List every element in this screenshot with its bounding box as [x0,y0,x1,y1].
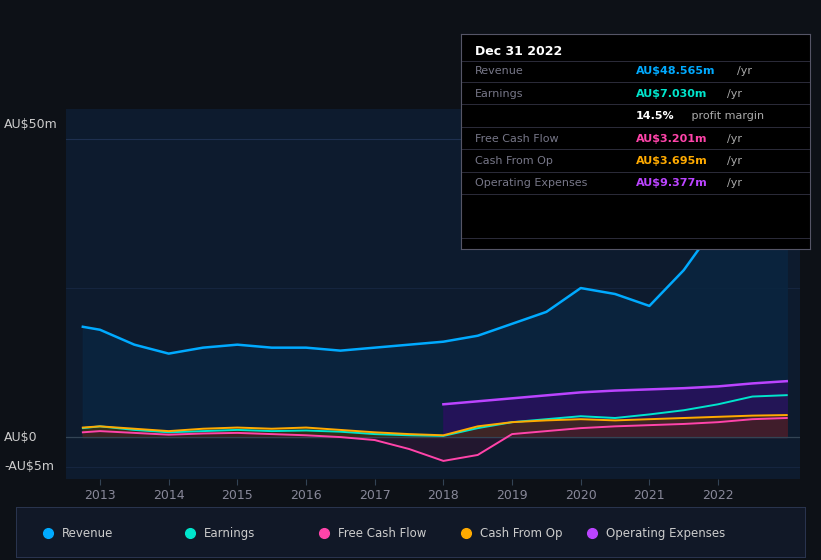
Text: Earnings: Earnings [204,526,255,539]
Text: /yr: /yr [727,179,742,189]
Text: /yr: /yr [727,89,742,99]
Text: Revenue: Revenue [475,66,524,76]
Text: Operating Expenses: Operating Expenses [606,526,725,539]
Text: /yr: /yr [737,66,752,76]
Text: AU$3.201m: AU$3.201m [636,134,708,144]
Text: AU$9.377m: AU$9.377m [636,179,708,189]
Text: Free Cash Flow: Free Cash Flow [475,134,559,144]
Text: Dec 31 2022: Dec 31 2022 [475,45,562,58]
Text: AU$0: AU$0 [4,431,38,444]
Text: profit margin: profit margin [688,110,764,120]
Text: -AU$5m: -AU$5m [4,460,54,473]
Text: Earnings: Earnings [475,89,524,99]
Text: AU$7.030m: AU$7.030m [636,89,707,99]
Text: AU$48.565m: AU$48.565m [636,66,715,76]
Text: Revenue: Revenue [62,526,113,539]
Text: /yr: /yr [727,134,742,144]
Text: AU$50m: AU$50m [4,118,57,130]
Text: Operating Expenses: Operating Expenses [475,179,588,189]
Text: 14.5%: 14.5% [636,110,675,120]
Text: /yr: /yr [727,156,742,166]
Text: Cash From Op: Cash From Op [479,526,562,539]
Text: AU$3.695m: AU$3.695m [636,156,708,166]
Text: Cash From Op: Cash From Op [475,156,553,166]
Text: Free Cash Flow: Free Cash Flow [338,526,426,539]
